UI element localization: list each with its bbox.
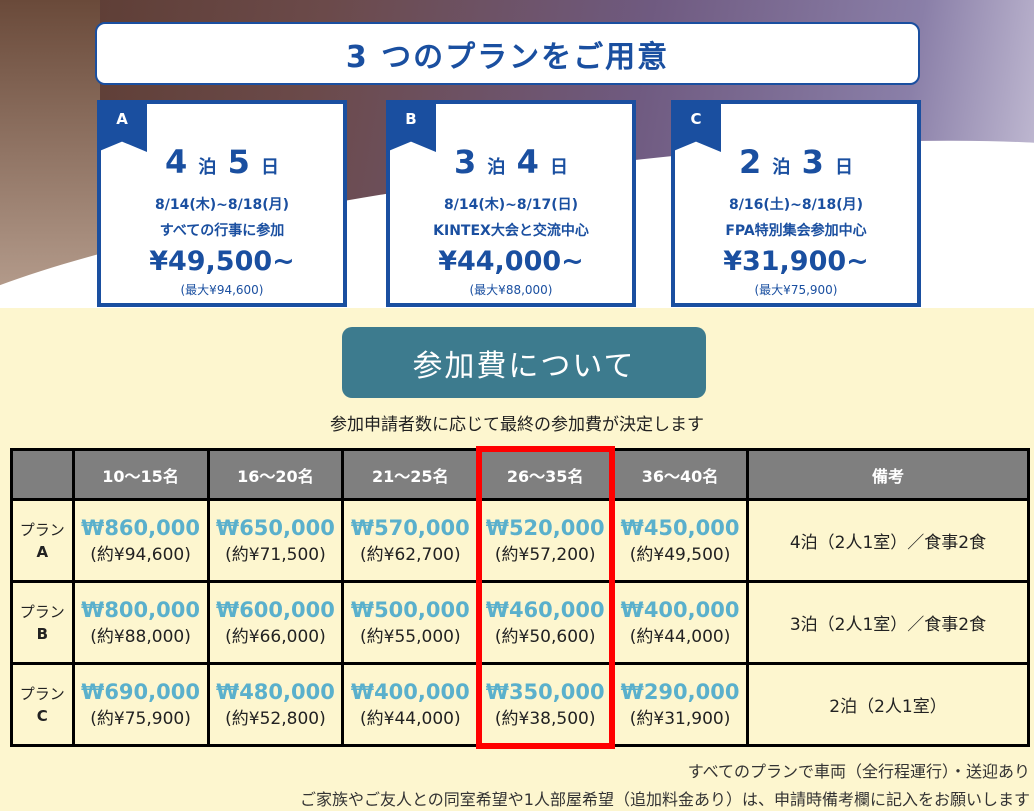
- plan-label: プラン A: [10, 498, 75, 583]
- plan-card: C 2 泊 3 日 8/16(土)~8/18(月) FPA特別集会参加中心 ¥3…: [671, 100, 921, 307]
- plan-price: ¥31,900~: [723, 246, 869, 277]
- price-cell: ₩460,000 (約¥50,600): [476, 580, 615, 665]
- plan-desc: KINTEX大会と交流中心: [433, 223, 589, 239]
- price-cell: ₩400,000 (約¥44,000): [341, 662, 480, 747]
- fee-table: 10〜15名 16〜20名 21〜25名 26〜35名 36〜40名 備考 プラン A ₩86…: [10, 448, 1030, 747]
- price-cell: ₩600,000 (約¥66,000): [206, 580, 345, 665]
- price-cell: ₩690,000 (約¥75,900): [71, 662, 210, 747]
- table-row: プラン A ₩860,000 (約¥94,600) ₩650,000 (約¥71,500)…: [10, 498, 1030, 583]
- price-cell: ₩500,000 (約¥55,000): [341, 580, 480, 665]
- table-row: プラン B ₩800,000 (約¥88,000) ₩600,000 (約¥66,000)…: [10, 580, 1030, 665]
- plan-max: (最大¥88,000): [469, 283, 553, 297]
- plan-duration: 2 泊 3 日: [739, 143, 853, 181]
- plan-desc: すべての行事に参加: [159, 223, 285, 239]
- price-cell: ₩520,000 (約¥57,200): [476, 498, 615, 583]
- footer-note-1: すべてのプランで車両（全行程運行）・送迎あり: [687, 762, 1030, 781]
- note-cell: 3泊（2人1室）／食事2食: [746, 580, 1030, 665]
- price-cell: ₩570,000 (約¥62,700): [341, 498, 480, 583]
- plan-label: プラン C: [10, 662, 75, 747]
- price-cell: ₩350,000 (約¥38,500): [476, 662, 615, 747]
- column-header: 備考: [746, 448, 1030, 501]
- plan-dates: 8/16(土)~8/18(月): [729, 197, 863, 213]
- column-header: 16〜20名: [206, 448, 345, 501]
- plan-desc: FPA特別集会参加中心: [725, 223, 867, 239]
- fee-subtitle: 参加申請者数に応じて最終の参加費が決定します: [330, 415, 704, 435]
- highlight-box: [476, 446, 615, 749]
- column-header: 21〜25名: [341, 448, 480, 501]
- price-cell: ₩860,000 (約¥94,600): [71, 498, 210, 583]
- plan-card: A 4 泊 5 日 8/14(木)~8/18(月) すべての行事に参加 ¥49,…: [97, 100, 347, 307]
- note-cell: 2泊（2人1室）: [746, 662, 1030, 747]
- price-cell: ₩450,000 (約¥49,500): [611, 498, 749, 583]
- column-header: [10, 448, 75, 501]
- price-cell: ₩800,000 (約¥88,000): [71, 580, 210, 665]
- plan-duration: 4 泊 5 日: [165, 143, 279, 181]
- fee-heading: 参加費について: [342, 327, 706, 398]
- price-cell: ₩480,000 (約¥52,800): [206, 662, 345, 747]
- table-row: プラン C ₩690,000 (約¥75,900) ₩480,000 (約¥52,800)…: [10, 662, 1030, 747]
- price-cell: ₩400,000 (約¥44,000): [611, 580, 749, 665]
- plan-max: (最大¥94,600): [180, 283, 264, 297]
- plan-price: ¥49,500~: [149, 246, 295, 277]
- footer-note-2: ご家族やご友人との同室希望や1人部屋希望（追加料金あり）は、申請時備考欄に記入を…: [299, 790, 1030, 809]
- price-cell: ₩290,000 (約¥31,900): [611, 662, 749, 747]
- column-header: 10〜15名: [71, 448, 210, 501]
- plan-label: プラン B: [10, 580, 75, 665]
- column-header: 36〜40名: [611, 448, 749, 501]
- plan-dates: 8/14(木)~8/17(日): [444, 197, 578, 213]
- plan-price: ¥44,000~: [438, 246, 584, 277]
- note-cell: 4泊（2人1室）／食事2食: [746, 498, 1030, 583]
- plan-max: (最大¥75,900): [754, 283, 838, 297]
- plan-duration: 3 泊 4 日: [454, 143, 568, 181]
- plan-card: B 3 泊 4 日 8/14(木)~8/17(日) KINTEX大会と交流中心 …: [386, 100, 636, 307]
- price-cell: ₩650,000 (約¥71,500): [206, 498, 345, 583]
- plans-title: 3 つのプランをご用意: [95, 22, 920, 85]
- plan-dates: 8/14(木)~8/18(月): [155, 197, 289, 213]
